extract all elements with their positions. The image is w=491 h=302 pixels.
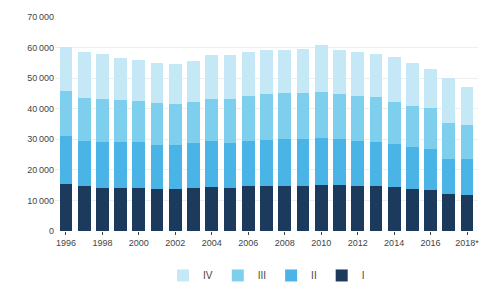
svg-text:10 000: 10 000 [27, 196, 54, 206]
svg-text:40 000: 40 000 [27, 104, 54, 114]
svg-text:20 000: 20 000 [27, 165, 54, 175]
svg-text:2004: 2004 [202, 238, 222, 248]
svg-text:2014: 2014 [384, 238, 404, 248]
svg-text:2012: 2012 [348, 238, 368, 248]
svg-text:1996: 1996 [56, 238, 76, 248]
svg-text:IV: IV [203, 270, 213, 281]
svg-text:60 000: 60 000 [27, 43, 54, 53]
svg-text:2008: 2008 [275, 238, 295, 248]
svg-text:0: 0 [49, 226, 54, 236]
svg-text:2016: 2016 [421, 238, 441, 248]
svg-text:1998: 1998 [92, 238, 112, 248]
svg-text:2006: 2006 [238, 238, 258, 248]
svg-text:2002: 2002 [165, 238, 185, 248]
svg-text:30 000: 30 000 [27, 134, 54, 144]
svg-text:III: III [258, 270, 266, 281]
svg-text:50 000: 50 000 [27, 73, 54, 83]
svg-text:I: I [362, 270, 365, 281]
svg-text:2000: 2000 [129, 238, 149, 248]
svg-text:70 000: 70 000 [27, 12, 54, 22]
svg-text:II: II [311, 270, 317, 281]
svg-text:2010: 2010 [311, 238, 331, 248]
svg-text:2018*: 2018* [455, 238, 479, 248]
